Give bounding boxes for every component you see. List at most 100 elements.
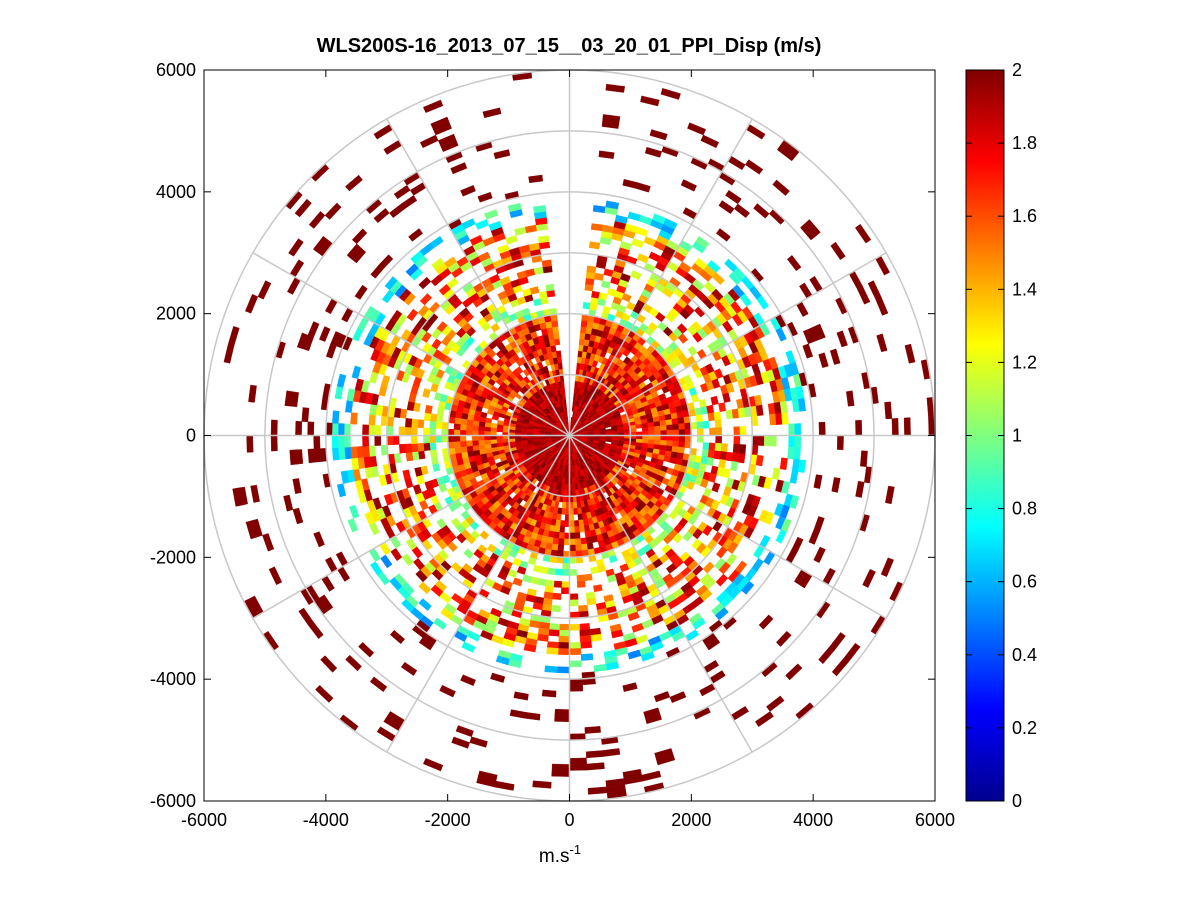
data-cell [400, 661, 418, 676]
data-cell [250, 484, 260, 503]
data-cell [672, 423, 680, 431]
data-cell [787, 446, 795, 460]
data-cell [270, 435, 278, 452]
data-cell [580, 653, 594, 661]
data-cell [248, 384, 257, 403]
data-cell [764, 511, 775, 525]
data-cell [546, 289, 556, 298]
data-cell [891, 418, 899, 436]
data-cell [376, 726, 397, 742]
data-cell [571, 483, 576, 491]
data-cell [345, 654, 362, 672]
data-cell [722, 392, 731, 403]
data-cell [551, 543, 559, 551]
data-cell [563, 538, 570, 546]
data-cell [710, 395, 719, 406]
data-cell [846, 390, 855, 407]
data-cell [227, 326, 240, 346]
data-cell [655, 753, 676, 766]
data-cell [346, 388, 356, 402]
data-cell [669, 691, 687, 704]
data-cell [497, 420, 505, 426]
data-cell [370, 561, 383, 576]
data-cell [551, 769, 570, 777]
data-cell [794, 435, 802, 448]
data-cell [605, 200, 620, 210]
data-cell [378, 384, 388, 397]
data-cell [469, 736, 488, 748]
data-cell [653, 420, 661, 427]
data-cell [477, 251, 491, 263]
data-cell [362, 435, 370, 447]
azimuth-spoke [568, 435, 753, 753]
data-cell [756, 295, 769, 310]
data-cell [435, 414, 444, 423]
data-cell [677, 446, 685, 454]
data-cell [627, 649, 642, 660]
data-cell [450, 162, 468, 175]
data-cell [755, 404, 764, 417]
data-cell [720, 443, 728, 453]
data-cell [587, 786, 608, 795]
data-cell [772, 179, 790, 196]
data-cell [423, 412, 432, 422]
data-cell [797, 459, 807, 473]
data-cell [561, 581, 570, 589]
data-cell [787, 255, 802, 272]
data-cell [443, 256, 457, 269]
data-cell [574, 526, 580, 534]
data-cell [733, 203, 750, 218]
data-cell [436, 518, 447, 529]
data-cell [666, 429, 674, 436]
data-cell [569, 550, 577, 558]
data-cell [453, 423, 461, 431]
data-cell [471, 435, 479, 441]
data-cell [440, 607, 454, 620]
data-cell [769, 413, 777, 426]
data-cell [401, 553, 414, 567]
data-cell [369, 676, 388, 693]
data-cell [400, 195, 418, 210]
data-cell [578, 604, 589, 613]
data-cell [836, 330, 848, 348]
data-cell [576, 580, 586, 588]
data-cell [702, 524, 713, 537]
data-cell [490, 672, 506, 683]
data-cell [617, 429, 625, 434]
data-cell [718, 200, 735, 214]
x-tick-label: 4000 [793, 810, 833, 830]
data-cell [472, 444, 480, 451]
data-cell [554, 708, 570, 716]
data-cell [795, 702, 815, 720]
data-cell [672, 440, 680, 448]
data-cell [569, 544, 576, 552]
data-cell [331, 435, 339, 449]
data-cell [313, 435, 321, 450]
data-cell [524, 712, 541, 721]
data-cell [687, 122, 707, 136]
data-cell [471, 440, 479, 446]
colorbar-tick-label: 0.6 [1012, 572, 1037, 592]
data-cell [417, 419, 425, 429]
data-cell [433, 617, 447, 630]
data-cell [559, 623, 570, 631]
data-cell [429, 420, 437, 429]
colorbar-ticks: 2 1.8 1.6 1.4 1.2 1 0.8 0.6 0.4 0.2 0 [966, 60, 1037, 811]
data-cell [678, 429, 686, 436]
data-cell [356, 446, 364, 459]
data-cell [711, 272, 725, 285]
data-cell [419, 293, 432, 306]
data-cell [524, 224, 538, 234]
data-cell [602, 748, 621, 757]
data-cell [644, 713, 662, 725]
data-cell [672, 435, 680, 442]
data-cell [572, 501, 578, 509]
data-cell [423, 758, 444, 772]
data-cell [771, 467, 781, 481]
data-cell [672, 533, 683, 544]
data-cell [294, 198, 312, 218]
data-cell [554, 715, 570, 723]
data-cell [802, 343, 814, 359]
data-cell [776, 630, 792, 647]
data-cell [344, 446, 352, 460]
